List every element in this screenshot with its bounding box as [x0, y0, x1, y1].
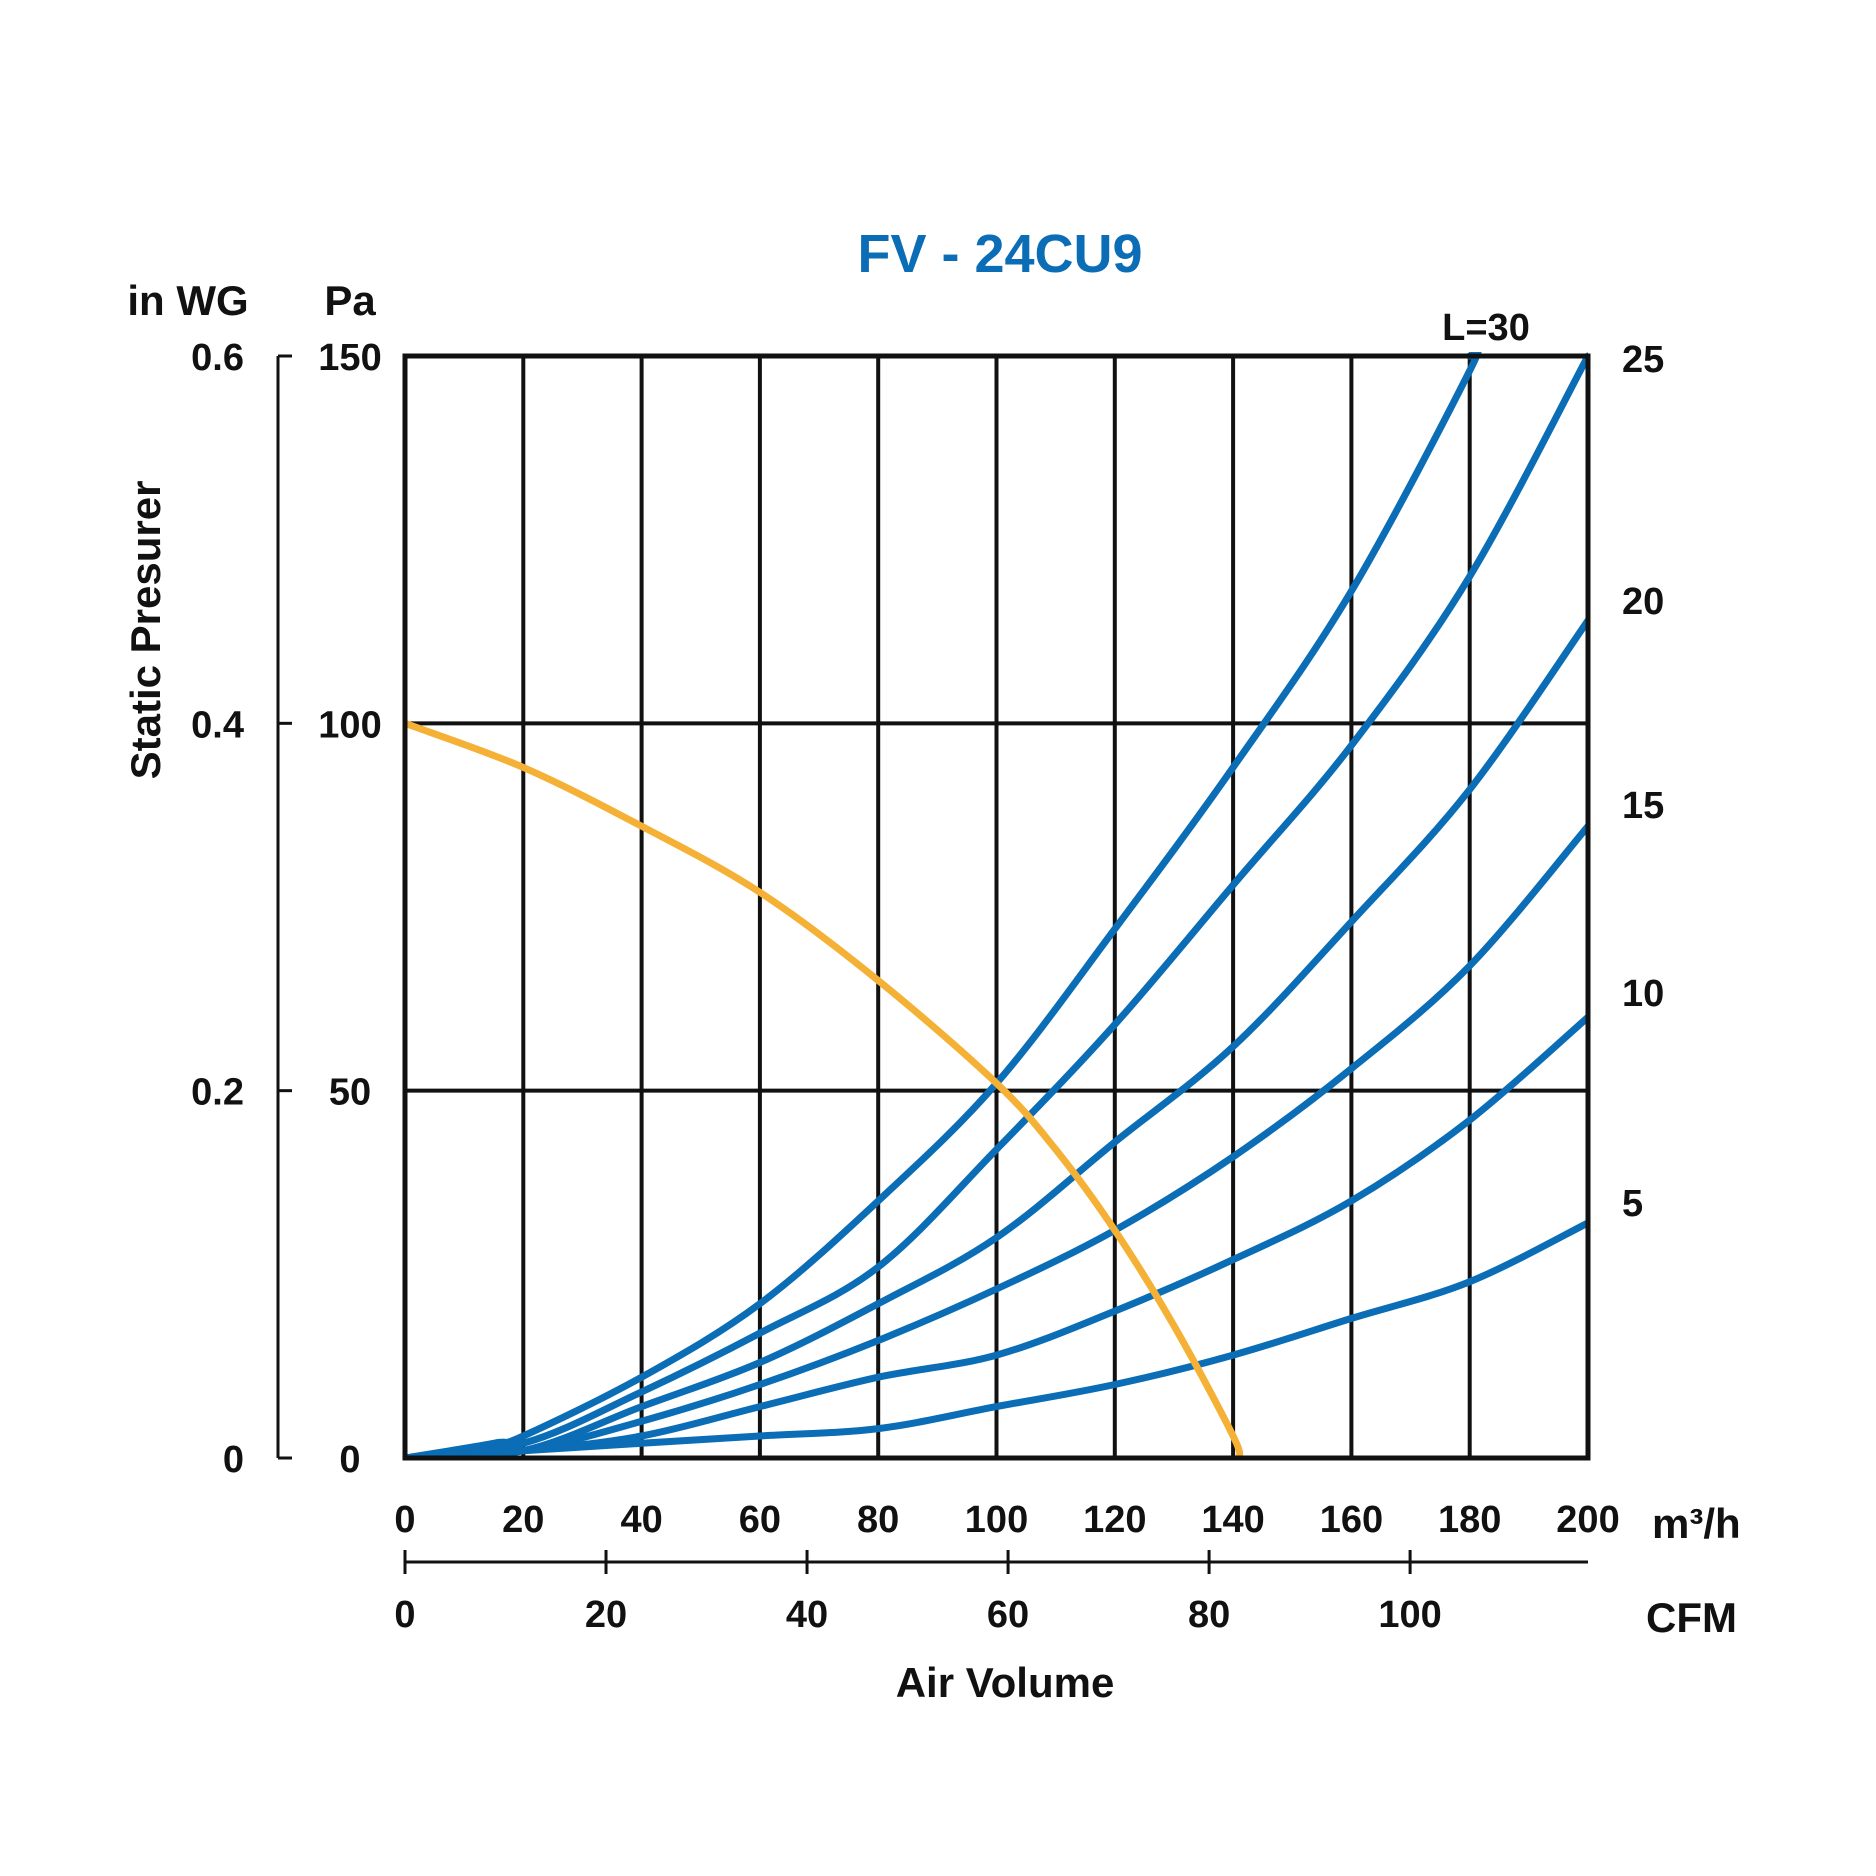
- pa-tick-label: 100: [318, 704, 381, 746]
- x-axis-label: Air Volume: [896, 1659, 1115, 1706]
- cfm-tick-label: 80: [1188, 1594, 1230, 1636]
- cfm-tick-label: 60: [987, 1594, 1029, 1636]
- curve-label: L=30: [1442, 307, 1530, 349]
- curves: [405, 352, 1588, 1458]
- curve-label: 15: [1622, 785, 1664, 827]
- duct-curve-15: [405, 822, 1588, 1458]
- m3h-tick-label: 0: [394, 1499, 415, 1541]
- m3h-tick-label: 160: [1320, 1499, 1383, 1541]
- m3h-tick-label: 40: [620, 1499, 662, 1541]
- m3h-tick-label: 20: [502, 1499, 544, 1541]
- m3h-tick-label: 80: [857, 1499, 899, 1541]
- duct-curve-10: [405, 1013, 1588, 1458]
- y-unit-inwg: in WG: [127, 277, 248, 324]
- cfm-tick-label: 100: [1378, 1594, 1441, 1636]
- pa-tick-label: 0: [339, 1439, 360, 1481]
- y-axis-label: Static Presurer: [122, 481, 169, 780]
- curve-label: 5: [1622, 1183, 1643, 1225]
- duct-curve-5: [405, 1219, 1588, 1458]
- x-unit-cfm: CFM: [1646, 1594, 1737, 1641]
- cfm-tick-label: 0: [394, 1594, 415, 1636]
- pa-tick-label: 150: [318, 337, 381, 379]
- curve-group: [405, 352, 1588, 1458]
- m3h-tick-label: 100: [965, 1499, 1028, 1541]
- chart-title: FV - 24CU9: [857, 224, 1142, 284]
- inwg-tick-label: 0.4: [191, 704, 244, 746]
- inwg-tick-label: 0.2: [191, 1072, 244, 1114]
- m3h-tick-label: 140: [1201, 1499, 1264, 1541]
- duct-curve-25: [405, 352, 1588, 1458]
- y-unit-pa: Pa: [324, 277, 376, 324]
- duct-curve-20: [405, 617, 1588, 1458]
- curve-label: 25: [1622, 339, 1664, 381]
- m3h-tick-label: 200: [1556, 1499, 1619, 1541]
- cfm-tick-label: 20: [585, 1594, 627, 1636]
- curve-label: 10: [1622, 973, 1664, 1015]
- duct-curve-l-30: [405, 352, 1482, 1458]
- curve-label: 20: [1622, 581, 1664, 623]
- cfm-tick-label: 40: [786, 1594, 828, 1636]
- m3h-tick-label: 180: [1438, 1499, 1501, 1541]
- plot-frame: [402, 353, 1591, 1461]
- m3h-tick-label: 60: [739, 1499, 781, 1541]
- inwg-tick-label: 0.6: [191, 337, 244, 379]
- inwg-tick-label: 0: [223, 1439, 244, 1481]
- m3h-tick-label: 120: [1083, 1499, 1146, 1541]
- axes: [276, 353, 1591, 1574]
- x-unit-m3h: m³/h: [1652, 1500, 1741, 1547]
- pa-tick-label: 50: [329, 1072, 371, 1114]
- fan-curve: [405, 719, 1244, 1458]
